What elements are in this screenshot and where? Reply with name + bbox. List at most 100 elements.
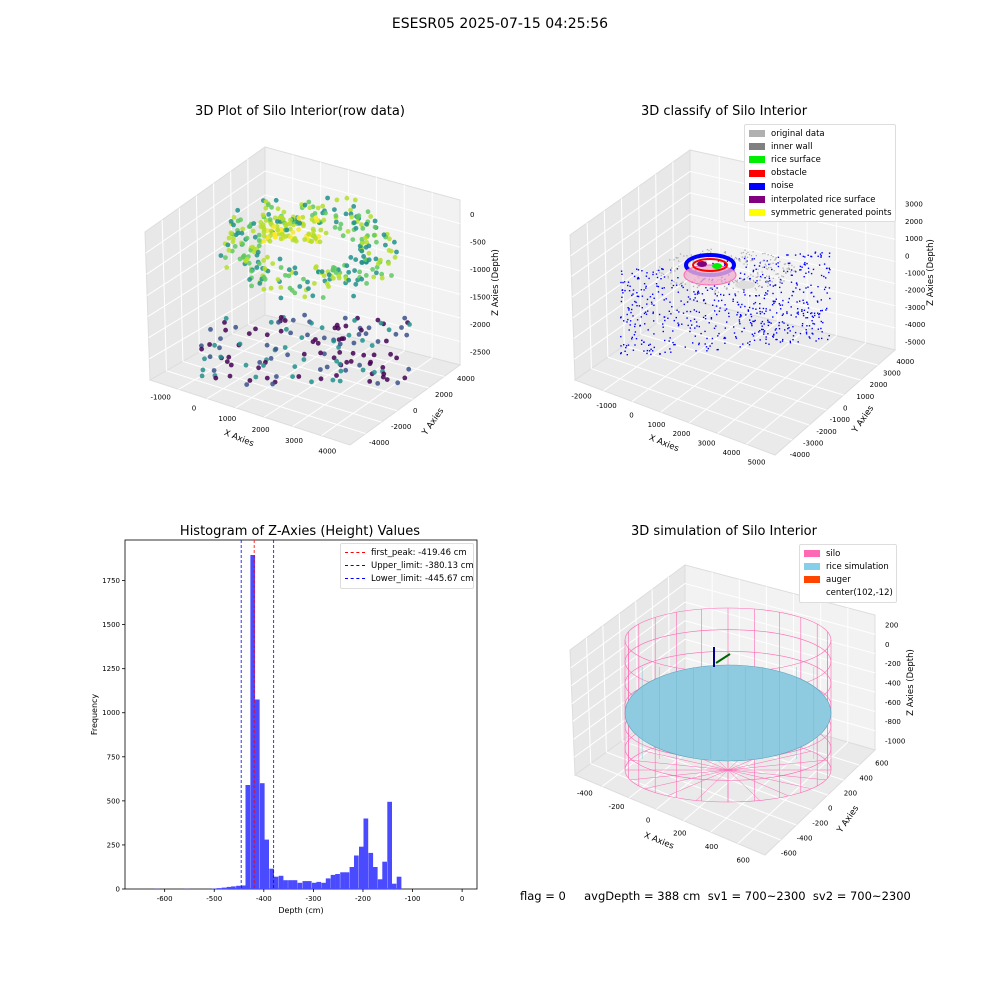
- p1-point: [325, 195, 330, 201]
- p2-wall-patch: [735, 281, 755, 289]
- p2-noise-point: [792, 339, 794, 341]
- p2-noise-point: [682, 312, 685, 314]
- silo-floor-spoke: [727, 769, 812, 790]
- p2-original-point: [752, 251, 754, 253]
- legend-swatch: [804, 590, 820, 597]
- p2-noise-point: [728, 312, 730, 314]
- p1-y-tick: -2000: [391, 423, 411, 431]
- p2-noise-point: [749, 341, 751, 343]
- p1-point: [275, 206, 281, 212]
- p2-noise-point: [692, 342, 694, 344]
- p2-original-point: [682, 281, 684, 283]
- p2-noise-point: [641, 270, 643, 272]
- p1-point: [207, 354, 213, 360]
- p2-original-point: [754, 287, 756, 289]
- p2-noise-point: [725, 308, 728, 310]
- panel4-title: 3D simulation of Silo Interior: [631, 524, 817, 539]
- legend-label: Lower_limit: -445.67 cm: [371, 573, 474, 584]
- p2-y-tick: 0: [843, 405, 847, 413]
- p1-x-tick: 1000: [218, 415, 236, 423]
- p1-y-tick: 0: [413, 407, 417, 415]
- p1-point: [373, 256, 379, 262]
- p2-noise-point: [779, 304, 781, 306]
- p2-noise-point: [761, 328, 763, 331]
- p1-point: [374, 270, 379, 276]
- p2-noise-point: [799, 300, 801, 302]
- p1-point: [309, 379, 314, 385]
- p2-noise-point: [726, 260, 729, 262]
- p1-point: [302, 312, 307, 318]
- p1-point: [356, 332, 362, 337]
- p2-original-point: [726, 288, 728, 290]
- p2-noise-point: [629, 320, 632, 322]
- p2-grid: [603, 210, 609, 358]
- p2-noise-point: [716, 295, 718, 297]
- p1-point: [286, 267, 292, 273]
- p2-noise-point: [667, 317, 669, 319]
- p2-noise-point: [695, 350, 697, 352]
- p2-noise-point: [755, 268, 757, 270]
- legend-swatch: [749, 169, 765, 177]
- p2-noise-point: [792, 290, 794, 293]
- p2-noise-point: [786, 270, 789, 273]
- silo-floor-spoke: [667, 769, 729, 797]
- legend-entry: first_peak: -419.46 cm: [345, 546, 469, 559]
- p2-noise-point: [704, 315, 707, 317]
- hist-y-tick: 500: [107, 797, 120, 805]
- p2-noise-point: [751, 324, 753, 327]
- p2-noise-point: [797, 313, 799, 315]
- p2-noise-point: [768, 263, 770, 266]
- panel1-3d-scatter: -100001000200030004000-4000-200002000400…: [144, 146, 501, 456]
- status-line: flag = 0 avgDepth = 388 cm sv1 = 700~230…: [520, 889, 911, 903]
- p2-noise-point: [736, 314, 738, 316]
- p2-noise-point: [724, 263, 727, 266]
- hist-bar: [221, 887, 227, 889]
- p2-noise-point: [812, 333, 814, 335]
- p1-point: [256, 261, 262, 267]
- p1-point: [368, 214, 374, 219]
- p2-noise-point: [645, 275, 648, 277]
- p1-point: [367, 379, 373, 384]
- p2-noise-point: [826, 307, 828, 310]
- p1-point: [261, 238, 267, 244]
- p2-noise-point: [723, 294, 725, 296]
- p2-noise-point: [753, 339, 756, 341]
- p2-noise-point: [764, 294, 766, 296]
- p1-grid: [146, 194, 266, 275]
- p2-noise-point: [743, 327, 745, 329]
- legend-label: interpolated rice surface: [771, 194, 876, 205]
- p2-noise-point: [802, 291, 805, 293]
- p2-noise-point: [807, 286, 809, 288]
- p2-noise-point: [759, 330, 761, 332]
- p1-point: [360, 240, 365, 246]
- p2-original-point: [675, 282, 678, 284]
- p2-noise-point: [825, 277, 827, 279]
- p1-point: [360, 338, 365, 343]
- p2-y-tick: -3000: [803, 440, 823, 448]
- p1-point: [349, 214, 355, 220]
- p1-point: [223, 327, 228, 333]
- p2-noise-point: [755, 295, 757, 297]
- p1-point: [278, 236, 284, 242]
- p1-point: [319, 269, 325, 274]
- p1-point: [292, 265, 298, 271]
- hist-bar: [241, 885, 246, 889]
- p2-noise-point: [628, 329, 630, 331]
- hist-x-label: Depth (cm): [278, 906, 323, 915]
- p1-point: [334, 358, 339, 364]
- p2-noise-point: [665, 298, 667, 300]
- hist-bar: [302, 881, 308, 889]
- p2-noise-point: [620, 352, 622, 354]
- p2-original-point: [697, 285, 700, 287]
- p1-point: [199, 346, 204, 352]
- p2-noise-point: [624, 350, 626, 352]
- p1-point: [363, 331, 369, 337]
- p2-original-point: [760, 276, 763, 279]
- p2-original-point: [778, 276, 780, 279]
- p2-noise-point: [659, 353, 661, 355]
- p2-noise-point: [811, 320, 813, 322]
- p2-noise-point: [719, 307, 721, 309]
- p2-noise-point: [769, 280, 771, 282]
- p2-original-point: [786, 268, 788, 270]
- p2-noise-point: [682, 286, 684, 289]
